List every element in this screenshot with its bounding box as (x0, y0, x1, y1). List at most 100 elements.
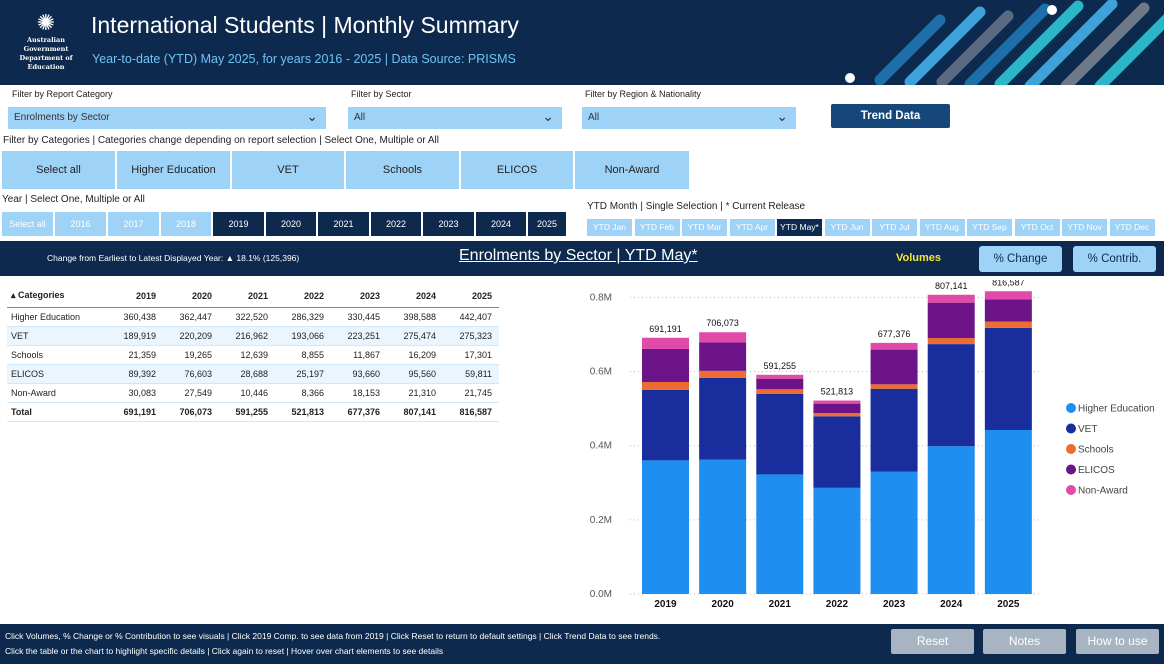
bar-segment[interactable] (984, 429, 1032, 594)
bar-segment[interactable] (642, 460, 689, 594)
year-button-2017[interactable]: 2017 (108, 212, 159, 236)
bar-segment[interactable] (699, 370, 747, 378)
table-total-row[interactable]: Total 691,191 706,073 591,255 521,813 677,376… (7, 402, 499, 422)
bar-segment[interactable] (927, 446, 975, 594)
ytd-month-button-9[interactable]: YTD Oct (1014, 219, 1060, 236)
enrolments-table[interactable]: ▴ Categories 2019 2020 2021 2022 2023 20… (7, 285, 499, 422)
legend-label: ELICOS (1078, 465, 1115, 476)
bar-segment[interactable] (756, 374, 804, 379)
table-header-year[interactable]: 2023 (331, 285, 387, 308)
table-header-year[interactable]: 2020 (163, 285, 219, 308)
table-cell-category: Non-Award (7, 383, 107, 403)
bar-segment[interactable] (870, 388, 918, 472)
notes-button[interactable]: Notes (983, 629, 1066, 654)
bar-segment[interactable] (870, 349, 918, 385)
table-row[interactable]: Schools 21,359 19,265 12,639 8,855 11,867 16,2… (7, 345, 499, 365)
how-to-use-button[interactable]: How to use (1076, 629, 1159, 654)
category-higher-education-button[interactable]: Higher Education (117, 151, 230, 189)
bar-segment[interactable] (813, 403, 861, 413)
bar-segment[interactable] (870, 384, 918, 389)
table-row[interactable]: ELICOS 89,392 76,603 28,688 25,197 93,660 95,5… (7, 364, 499, 384)
bar-segment[interactable] (927, 294, 975, 303)
bar-segment[interactable] (699, 459, 747, 594)
bar-segment[interactable] (984, 291, 1032, 300)
bar-segment[interactable] (642, 382, 689, 390)
stacked-bar-chart[interactable]: 0.0M 0.2M 0.4M 0.6M 0.8M 691,191 2019 706,073 20… (580, 280, 1160, 615)
bar-segment[interactable] (699, 342, 747, 371)
sector-dropdown[interactable]: All ⌄ (348, 107, 562, 129)
table-header-year[interactable]: 2025 (443, 285, 499, 308)
bar-segment[interactable] (927, 344, 975, 447)
government-logo: ✺ Australian Government Department of Ed… (6, 12, 86, 72)
bar-segment[interactable] (699, 332, 747, 343)
table-cell-value: 223,251 (331, 326, 387, 346)
category-schools-button[interactable]: Schools (346, 151, 459, 189)
table-header-year[interactable]: 2024 (387, 285, 443, 308)
ytd-month-button-4[interactable]: YTD May* (777, 219, 822, 236)
ytd-month-button-0[interactable]: YTD Jan (587, 219, 632, 236)
pct-contrib-button[interactable]: % Contrib. (1073, 246, 1156, 272)
ytd-month-button-6[interactable]: YTD Jul (872, 219, 917, 236)
bar-segment[interactable] (813, 400, 861, 404)
table-header-year[interactable]: 2022 (275, 285, 331, 308)
bar-segment[interactable] (642, 348, 689, 383)
ytd-month-button-11[interactable]: YTD Dec (1109, 219, 1155, 236)
year-button-2025[interactable]: 2025 (528, 212, 566, 236)
bar-segment[interactable] (984, 321, 1032, 328)
category-non-award-button[interactable]: Non-Award (575, 151, 689, 189)
ytd-month-button-10[interactable]: YTD Nov (1062, 219, 1107, 236)
bar-total-label: 691,191 (649, 324, 682, 334)
table-header-year[interactable]: 2021 (219, 285, 275, 308)
x-tick-label: 2022 (826, 599, 849, 610)
bar-segment[interactable] (813, 412, 861, 417)
ytd-month-button-1[interactable]: YTD Feb (634, 219, 680, 236)
year-button-2019[interactable]: 2019 (213, 212, 264, 236)
report-category-dropdown[interactable]: Enrolments by Sector ⌄ (8, 107, 326, 129)
year-button-2022[interactable]: 2022 (371, 212, 421, 236)
year-button-2018[interactable]: 2018 (161, 212, 211, 236)
table-row[interactable]: Higher Education 360,438 362,447 322,520 286… (7, 307, 499, 327)
bar-segment[interactable] (870, 342, 918, 350)
reset-button[interactable]: Reset (891, 629, 974, 654)
year-button-2021[interactable]: 2021 (318, 212, 369, 236)
ytd-month-button-2[interactable]: YTD Mar (682, 219, 727, 236)
table-header-categories[interactable]: ▴ Categories (7, 285, 107, 308)
ytd-month-button-5[interactable]: YTD Jun (824, 219, 870, 236)
bar-segment[interactable] (813, 416, 861, 488)
bar-segment[interactable] (984, 327, 1032, 430)
table-row[interactable]: Non-Award 30,083 27,549 10,446 8,366 18,153 21… (7, 383, 499, 403)
pct-change-button[interactable]: % Change (979, 246, 1062, 272)
ytd-month-button-8[interactable]: YTD Sep (967, 219, 1012, 236)
bar-segment[interactable] (642, 337, 689, 349)
bar-segment[interactable] (756, 378, 804, 390)
trend-data-button[interactable]: Trend Data (831, 104, 950, 128)
year-button-2016[interactable]: 2016 (55, 212, 106, 236)
ytd-month-button-7[interactable]: YTD Aug (919, 219, 965, 236)
category-vet-button[interactable]: VET (232, 151, 344, 189)
bar-segment[interactable] (756, 474, 804, 594)
year-button-2023[interactable]: 2023 (423, 212, 474, 236)
table-row[interactable]: VET 189,919 220,209 216,962 193,066 223,251 27… (7, 326, 499, 346)
x-tick-label: 2024 (940, 599, 963, 610)
category-select-all-button[interactable]: Select all (2, 151, 115, 189)
region-dropdown[interactable]: All ⌄ (582, 107, 796, 129)
bar-segment[interactable] (984, 299, 1032, 322)
bar-segment[interactable] (756, 389, 804, 394)
ytd-month-button-3[interactable]: YTD Apr (729, 219, 775, 236)
bar-segment[interactable] (756, 393, 804, 475)
year-button-2024[interactable]: 2024 (476, 212, 526, 236)
table-cell-value: 8,366 (275, 383, 331, 403)
table-header-year[interactable]: 2019 (107, 285, 163, 308)
year-button-select-all[interactable]: Select all (2, 212, 53, 236)
volumes-toggle[interactable]: Volumes (896, 252, 942, 264)
bar-segment[interactable] (699, 377, 747, 460)
sector-label: Filter by Sector (351, 89, 412, 99)
bar-segment[interactable] (927, 302, 975, 339)
bar-segment[interactable] (927, 338, 975, 345)
bar-segment[interactable] (813, 487, 861, 594)
y-tick-label: 0.0M (590, 589, 612, 600)
bar-segment[interactable] (642, 389, 689, 461)
category-elicos-button[interactable]: ELICOS (461, 151, 573, 189)
bar-segment[interactable] (870, 471, 918, 594)
year-button-2020[interactable]: 2020 (266, 212, 316, 236)
